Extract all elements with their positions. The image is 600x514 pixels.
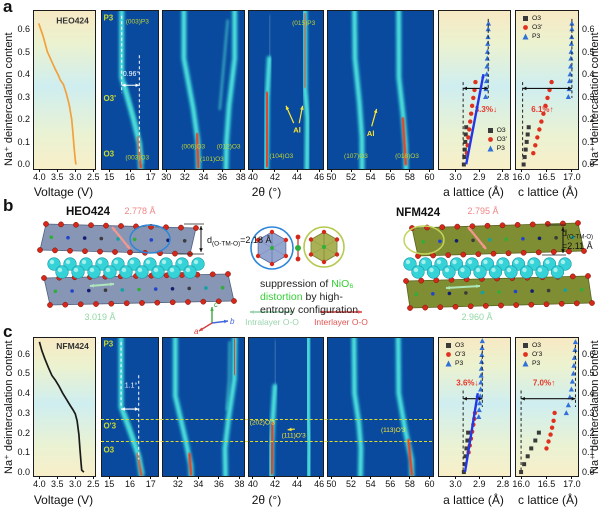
nfm-d-spacing-value: =2.11 Å <box>562 241 593 251</box>
svg-text:(202)O'3: (202)O'3 <box>250 419 275 426</box>
nfm-xrd-contour-50-60: (113)O'3 50 52 54 56 58 60 <box>326 337 435 489</box>
crystal-axis-c-label: c <box>214 300 218 309</box>
svg-text:6.1%↑: 6.1%↑ <box>531 105 553 114</box>
intralayer-oo-legend-label: Intralayer O-O <box>245 317 299 327</box>
c-lattice-axis-title-a: c lattice (Å) <box>517 185 578 199</box>
svg-text:(003)P3: (003)P3 <box>126 19 150 26</box>
nfm-xrd-contour-30-38: 32 34 36 38 <box>162 337 245 489</box>
nfm-xrd-contour-003: P3 O'3 O3 1.1° 15 16 17 <box>101 337 159 489</box>
phase-boundary-line-upper <box>101 419 432 420</box>
nfm-a-lattice-plot: 3.6%↓ O3 O'3 P3 3.0 2.9 2.8 <box>438 337 511 489</box>
interlayer-oo-legend-label: Interlayer O-O <box>314 317 368 327</box>
svg-text:3.3%↓: 3.3%↓ <box>475 105 497 114</box>
nfm-voltage-plot: NFM424 4.0 3.5 3.0 2.5 0.0 0.1 0.2 0.3 0.4 0.5 0.6 <box>17 337 99 489</box>
svg-text:O3': O3' <box>103 94 116 103</box>
svg-text:(111)O'3: (111)O'3 <box>282 432 307 439</box>
nfm-xrd-contour-40-46: (202)O'3 (111)O'3 40 42 44 46 <box>248 337 324 489</box>
structure-art <box>37 220 595 332</box>
heo-c-lattice-plot: 6.1%↑ O3 O3' P3 16.0 16.5 17.0 0.0 0.1 0.2 0.3 0.4 0… <box>512 10 595 182</box>
svg-text:(006)O3: (006)O3 <box>181 143 205 150</box>
svg-text:Al: Al <box>367 129 375 138</box>
nfm-structure-title: NFM424 <box>396 207 441 219</box>
svg-text:(015)P3: (015)P3 <box>292 20 316 27</box>
heo-xrd-contour-40-46: (015)P3 (104)O3 Al 40 42 44 46 <box>248 10 324 182</box>
voltage-axis-title-c: Voltage (V) <box>33 493 94 507</box>
two-theta-axis-title-c: 2θ (°) <box>251 493 282 507</box>
heo-xrd-contour-003: P3 O3' O3 (003)P3 (003)O3 0.96° 15 16 17 <box>101 10 159 182</box>
svg-text:7.0%↑: 7.0%↑ <box>533 379 555 388</box>
suppression-caption-line2: distortion by high- <box>260 291 343 303</box>
c-lattice-axis-title-c: c lattice (Å) <box>517 493 578 507</box>
y-axis-title-left-a: Na⁺ deintercalation content <box>3 32 15 166</box>
heo-voltage-plot: HEO424 4.0 3.5 3.0 2.5 0.0 0.1 0.2 0.3 0.4 0.5 0.6 <box>17 10 99 182</box>
svg-text:P3: P3 <box>103 13 113 22</box>
heo-a-lattice-plot: 3.3%↓ O3 O3' P3 3.0 2.9 2.8 <box>438 10 511 182</box>
crystal-axis-a-label: a <box>194 327 199 334</box>
heo-xrd-contour-50-60: Al (107)O3 (018)O3 50 52 54 56 58 60 <box>326 10 435 182</box>
svg-text:(018)O3: (018)O3 <box>395 153 419 160</box>
svg-text:1.1°: 1.1° <box>125 382 138 390</box>
heo-xrd-contour-30-38: (006)O3 (101)O3 (012)O3 30 32 34 36 38 <box>161 10 246 182</box>
nfm-interlayer-oo-distance: 2.795 Å <box>467 206 498 216</box>
crystal-axis-b-label: b <box>230 317 235 326</box>
svg-text:NFM424: NFM424 <box>56 341 89 351</box>
panel-c-label: c <box>3 322 13 341</box>
suppression-caption-line3: entropy configuration <box>260 304 358 316</box>
heo-d-spacing-label: d(O-TM-O)=2.18 Å <box>207 235 271 248</box>
heo-structure-title: HEO424 <box>66 206 111 218</box>
crystal-structure-panel: HEO424 2.778 Å 3.019 Å d(O-TM-O)=2.18 Å … <box>37 206 595 334</box>
a-lattice-axis-title-a: a lattice (Å) <box>443 185 504 199</box>
panel-a-label: a <box>3 0 13 16</box>
svg-text:0.96°: 0.96° <box>123 70 140 78</box>
heo-intralayer-oo-distance: 3.019 Å <box>84 312 115 322</box>
phase-boundary-line-lower <box>101 441 432 442</box>
svg-text:(107)O3: (107)O3 <box>344 153 368 160</box>
suppression-caption-line1: suppression of NiO₆ <box>260 278 354 290</box>
voltage-axis-title-a: Voltage (V) <box>33 185 94 199</box>
nfm-d-spacing-label: d(O-TM-O) <box>562 228 593 241</box>
svg-text:HEO424: HEO424 <box>56 16 89 26</box>
svg-text:Al: Al <box>293 126 301 135</box>
svg-text:O'3: O'3 <box>103 421 116 430</box>
svg-text:3.6%↓: 3.6%↓ <box>456 379 478 388</box>
svg-text:(012)O3: (012)O3 <box>217 143 241 150</box>
two-theta-axis-title-a: 2θ (°) <box>251 185 282 199</box>
nfm-c-lattice-plot: 7.0%↑ O3 O'3 P3 16.0 16.5 17.0 0.0 0.1 0.2 0.3 0.4 0… <box>512 337 595 489</box>
panel-b-label: b <box>3 196 14 215</box>
svg-text:(101)O3: (101)O3 <box>200 156 224 163</box>
svg-text:P3: P3 <box>103 339 113 348</box>
svg-text:(104)O3: (104)O3 <box>269 153 293 160</box>
svg-text:O3: O3 <box>103 446 114 455</box>
heo-interlayer-oo-distance: 2.778 Å <box>124 206 155 216</box>
svg-text:(003)O3: (003)O3 <box>125 155 149 162</box>
svg-text:O3: O3 <box>103 149 114 158</box>
y-axis-title-left-c: Na⁺ deintercalation content <box>3 340 15 474</box>
svg-text:(113)O'3: (113)O'3 <box>381 427 406 434</box>
a-lattice-axis-title-c: a lattice (Å) <box>443 493 504 507</box>
nfm-intralayer-oo-distance: 2.960 Å <box>461 312 492 322</box>
